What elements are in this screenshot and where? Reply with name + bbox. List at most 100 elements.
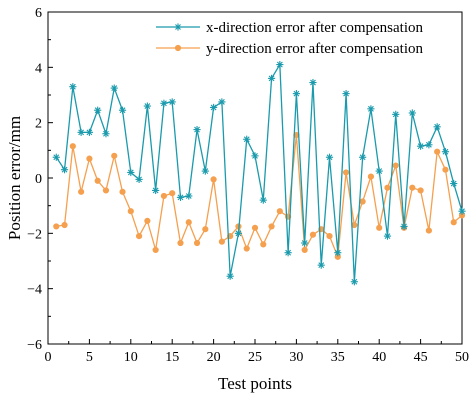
x-tick-label: 10 <box>124 350 138 365</box>
y-axis-ticks: −6 −4 −2 0 2 4 6 <box>27 6 53 353</box>
x-error-point <box>234 229 243 237</box>
legend: x-direction error after compensation y-d… <box>156 20 423 57</box>
x-error-point <box>425 141 433 149</box>
x-tick-label: 5 <box>86 350 93 365</box>
x-tick-label: 25 <box>248 350 262 365</box>
x-error-point <box>251 152 259 160</box>
y-error-point <box>309 231 317 238</box>
y-error-point <box>61 221 68 229</box>
y-error-point <box>78 188 85 195</box>
x-error-point <box>160 99 168 107</box>
x-error-point <box>359 153 367 161</box>
y-error-point <box>384 184 391 191</box>
x-error-point <box>69 83 77 91</box>
x-axis-ticks: 0 5 10 15 20 25 30 35 40 45 50 <box>45 339 469 365</box>
x-error-point <box>301 239 309 247</box>
x-error-point <box>143 102 151 110</box>
y-error-point <box>442 166 449 173</box>
x-error-point <box>185 192 193 200</box>
x-error-point <box>102 130 110 138</box>
y-error-point <box>243 245 250 252</box>
legend-x-swatch-marker <box>174 23 182 31</box>
x-error-point <box>292 90 300 98</box>
x-error-point <box>433 123 441 131</box>
x-error-point <box>52 153 60 161</box>
x-error-point <box>135 175 143 183</box>
y-error-point <box>86 155 93 162</box>
y-error-point <box>169 190 176 197</box>
y-error-line <box>56 134 463 258</box>
y-error-point <box>425 227 432 234</box>
y-error-point <box>152 246 159 254</box>
x-error-point <box>392 110 400 118</box>
x-error-point <box>168 98 176 106</box>
x-tick-label: 20 <box>207 350 221 365</box>
x-error-point <box>193 125 201 134</box>
legend-x-label: x-direction error after compensation <box>206 20 423 36</box>
x-error-point <box>267 74 276 82</box>
y-error-point <box>276 208 283 215</box>
x-tick-label: 40 <box>372 350 386 365</box>
y-error-point <box>367 173 375 180</box>
y-error-point <box>326 233 333 240</box>
x-error-point <box>77 128 85 136</box>
y-error-series <box>53 132 466 260</box>
x-error-point <box>400 222 408 231</box>
x-error-point <box>367 105 375 113</box>
x-error-point <box>243 135 251 143</box>
x-error-line <box>55 63 463 283</box>
x-error-point <box>334 249 342 257</box>
x-error-point <box>317 261 325 269</box>
x-error-point <box>458 207 466 215</box>
y-error-point <box>434 148 441 155</box>
x-error-series <box>52 60 466 286</box>
y-error-point <box>193 239 201 247</box>
y-error-point <box>409 184 416 191</box>
legend-x-marker <box>174 23 182 31</box>
y-error-point <box>160 192 168 200</box>
x-error-point <box>85 128 93 136</box>
y-error-point <box>210 176 217 183</box>
x-error-point <box>259 196 267 204</box>
y-axis-title: Position error/mm <box>5 116 24 240</box>
series-layer <box>52 60 466 286</box>
y-error-point <box>450 219 457 226</box>
y-error-point <box>251 224 259 231</box>
y-tick-label: −6 <box>27 338 42 353</box>
x-error-point <box>152 186 160 195</box>
y-error-point <box>102 187 110 194</box>
x-error-point <box>325 153 334 161</box>
x-error-point <box>226 272 234 280</box>
x-error-point <box>417 142 425 150</box>
x-tick-label: 50 <box>455 350 469 365</box>
x-error-point <box>60 166 69 174</box>
legend-y-label: y-direction error after compensation <box>206 41 423 57</box>
x-tick-label: 45 <box>414 350 428 365</box>
y-error-point <box>260 241 267 248</box>
x-tick-label: 15 <box>165 350 179 365</box>
y-error-point <box>376 224 383 231</box>
legend-y-marker <box>174 44 182 52</box>
y-tick-label: 6 <box>35 6 42 21</box>
x-error-point <box>284 249 292 257</box>
y-error-point <box>202 226 209 233</box>
y-error-point <box>94 177 101 184</box>
y-error-point <box>111 152 118 159</box>
x-axis-title: Test points <box>218 374 292 393</box>
y-error-point <box>218 238 225 245</box>
y-error-point <box>392 162 399 169</box>
x-tick-label: 0 <box>45 350 52 365</box>
y-error-point <box>135 233 143 240</box>
x-error-point <box>176 193 185 201</box>
x-error-point <box>441 148 450 156</box>
y-error-point <box>53 223 60 230</box>
y-error-point <box>177 239 184 247</box>
y-error-point <box>359 198 366 205</box>
x-error-point <box>450 179 458 188</box>
y-error-point <box>185 219 192 226</box>
y-error-point <box>144 217 151 224</box>
x-error-point <box>201 167 209 175</box>
x-error-point <box>110 84 118 92</box>
y-error-point <box>127 208 134 215</box>
